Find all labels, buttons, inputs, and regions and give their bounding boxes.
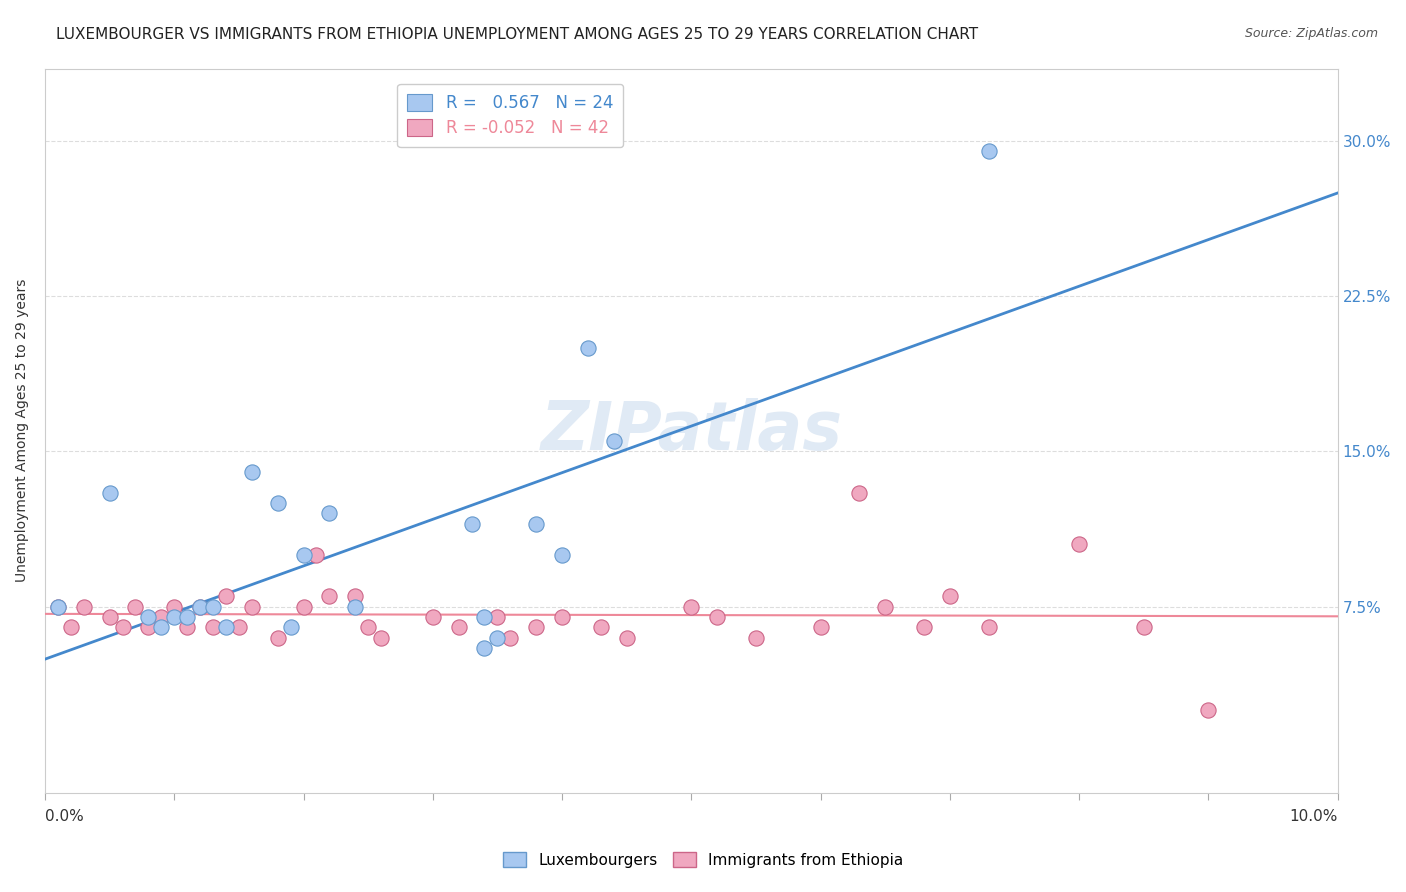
Point — [266, 631, 288, 645]
Point — [524, 620, 547, 634]
Point — [344, 599, 367, 614]
Point — [486, 610, 509, 624]
Point — [138, 620, 160, 634]
Point — [603, 434, 626, 448]
Text: 0.0%: 0.0% — [45, 809, 84, 824]
Point — [357, 620, 380, 634]
Point — [370, 631, 392, 645]
Point — [215, 620, 238, 634]
Point — [292, 599, 315, 614]
Point — [551, 548, 574, 562]
Point — [176, 610, 198, 624]
Point — [939, 589, 962, 603]
Point — [202, 620, 225, 634]
Point — [422, 610, 444, 624]
Point — [499, 631, 522, 645]
Point — [460, 516, 482, 531]
Point — [474, 610, 496, 624]
Point — [977, 620, 1000, 634]
Point — [551, 610, 574, 624]
Point — [1069, 537, 1091, 551]
Point — [176, 620, 198, 634]
Point — [73, 599, 96, 614]
Point — [681, 599, 703, 614]
Point — [875, 599, 897, 614]
Point — [163, 610, 186, 624]
Point — [59, 620, 82, 634]
Point — [280, 620, 302, 634]
Point — [98, 610, 121, 624]
Point — [977, 145, 1000, 159]
Point — [576, 341, 599, 355]
Point — [1132, 620, 1154, 634]
Point — [240, 599, 263, 614]
Point — [305, 548, 328, 562]
Point — [46, 599, 69, 614]
Point — [188, 599, 211, 614]
Point — [138, 610, 160, 624]
Point — [589, 620, 612, 634]
Text: 10.0%: 10.0% — [1289, 809, 1337, 824]
Point — [228, 620, 250, 634]
Legend: R =   0.567   N = 24, R = -0.052   N = 42: R = 0.567 N = 24, R = -0.052 N = 42 — [398, 84, 623, 147]
Legend: Luxembourgers, Immigrants from Ethiopia: Luxembourgers, Immigrants from Ethiopia — [495, 844, 911, 875]
Point — [46, 599, 69, 614]
Text: ZIPatlas: ZIPatlas — [540, 398, 842, 464]
Point — [150, 620, 173, 634]
Point — [188, 599, 211, 614]
Point — [912, 620, 935, 634]
Point — [292, 548, 315, 562]
Point — [98, 485, 121, 500]
Point — [447, 620, 470, 634]
Point — [124, 599, 146, 614]
Point — [202, 599, 225, 614]
Text: LUXEMBOURGER VS IMMIGRANTS FROM ETHIOPIA UNEMPLOYMENT AMONG AGES 25 TO 29 YEARS : LUXEMBOURGER VS IMMIGRANTS FROM ETHIOPIA… — [56, 27, 979, 42]
Point — [215, 589, 238, 603]
Point — [111, 620, 134, 634]
Point — [706, 610, 728, 624]
Point — [163, 599, 186, 614]
Point — [318, 507, 340, 521]
Text: Source: ZipAtlas.com: Source: ZipAtlas.com — [1244, 27, 1378, 40]
Point — [318, 589, 340, 603]
Point — [810, 620, 832, 634]
Point — [266, 496, 288, 510]
Point — [745, 631, 768, 645]
Point — [474, 640, 496, 655]
Point — [616, 631, 638, 645]
Point — [240, 465, 263, 479]
Point — [848, 485, 870, 500]
Point — [524, 516, 547, 531]
Y-axis label: Unemployment Among Ages 25 to 29 years: Unemployment Among Ages 25 to 29 years — [15, 279, 30, 582]
Point — [344, 589, 367, 603]
Point — [150, 610, 173, 624]
Point — [486, 631, 509, 645]
Point — [1197, 703, 1219, 717]
